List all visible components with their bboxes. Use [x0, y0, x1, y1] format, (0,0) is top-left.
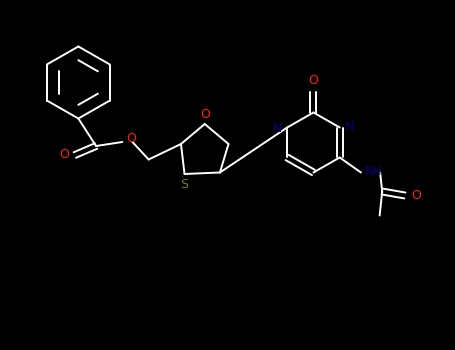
Text: N: N: [273, 122, 282, 135]
Text: O: O: [59, 148, 69, 161]
Text: O: O: [126, 132, 136, 145]
Text: O: O: [308, 74, 318, 87]
Text: O: O: [411, 189, 421, 202]
Text: N: N: [345, 120, 354, 133]
Text: NH: NH: [365, 165, 383, 178]
Text: S: S: [180, 178, 188, 191]
Text: O: O: [200, 107, 210, 120]
